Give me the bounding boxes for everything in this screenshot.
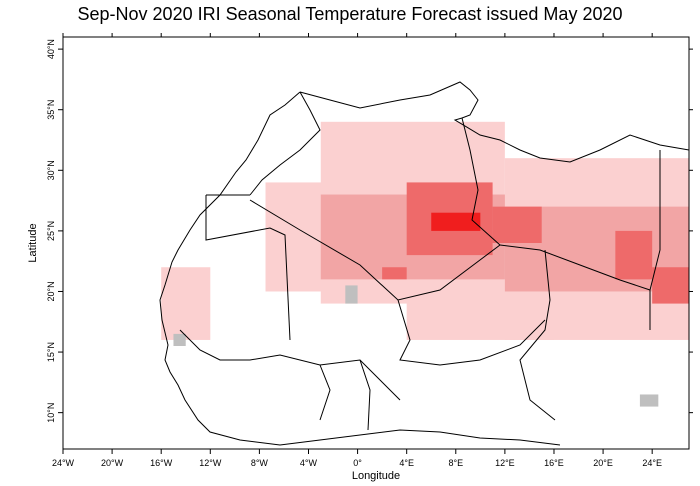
forecast-cell-above_strong xyxy=(382,267,407,280)
x-tick-label: 16°E xyxy=(544,458,564,468)
x-tick-label: 4°W xyxy=(300,458,318,468)
forecast-shading xyxy=(161,121,689,407)
border-line xyxy=(499,244,651,291)
y-tick-label: 15°N xyxy=(46,342,56,362)
coastline-and-borders xyxy=(159,81,690,446)
y-tick-label: 40°N xyxy=(46,39,56,59)
forecast-cell-above_weak xyxy=(161,267,211,340)
x-tick-label: 20°W xyxy=(101,458,124,468)
map-title: Sep-Nov 2020 IRI Seasonal Temperature Fo… xyxy=(77,4,623,24)
y-tick-label: 10°N xyxy=(46,403,56,423)
x-tick-label: 16°W xyxy=(150,458,173,468)
forecast-cell-above_strong xyxy=(615,230,653,280)
x-tick-label: 8°E xyxy=(448,458,463,468)
x-axis-ticks: 24°W 20°W 16°W 12°W 8°W 4°W 0° 4°E 8°E 12°E 16°E 20… xyxy=(52,33,662,468)
forecast-cell-above_very_strong xyxy=(431,212,481,231)
x-tick-label: 12°E xyxy=(495,458,515,468)
map-frame xyxy=(62,36,690,450)
y-tick-label: 35°N xyxy=(46,100,56,120)
border-line xyxy=(179,329,401,401)
x-tick-label: 4°E xyxy=(399,458,414,468)
forecast-cell-above_strong xyxy=(652,267,689,304)
x-axis-label: Longitude xyxy=(352,470,400,482)
forecast-cell-above_strong xyxy=(492,206,542,243)
border-line xyxy=(249,91,321,196)
x-tick-label: 8°W xyxy=(251,458,269,468)
border-line xyxy=(319,359,371,431)
y-tick-label: 30°N xyxy=(46,160,56,180)
y-tick-label: 20°N xyxy=(46,281,56,301)
x-tick-label: 20°E xyxy=(593,458,613,468)
forecast-cell-dry_mask xyxy=(639,394,659,407)
y-axis-ticks: 10°N 15°N 20°N 25°N 30°N 35°N 40°N xyxy=(46,39,693,423)
x-tick-label: 0° xyxy=(353,458,362,468)
y-axis-label: Latitude xyxy=(27,223,39,262)
border-line xyxy=(397,299,546,366)
x-tick-label: 12°W xyxy=(199,458,222,468)
y-tick-label: 25°N xyxy=(46,221,56,241)
border-line xyxy=(461,117,501,246)
border-line xyxy=(299,81,690,163)
forecast-cell-dry_mask xyxy=(345,285,358,304)
border-line xyxy=(205,194,291,341)
forecast-cell-dry_mask xyxy=(173,333,186,346)
border-line xyxy=(159,91,561,446)
x-tick-label: 24°W xyxy=(52,458,75,468)
border-line xyxy=(649,150,661,330)
border-line xyxy=(519,249,556,421)
x-tick-label: 24°E xyxy=(642,458,662,468)
